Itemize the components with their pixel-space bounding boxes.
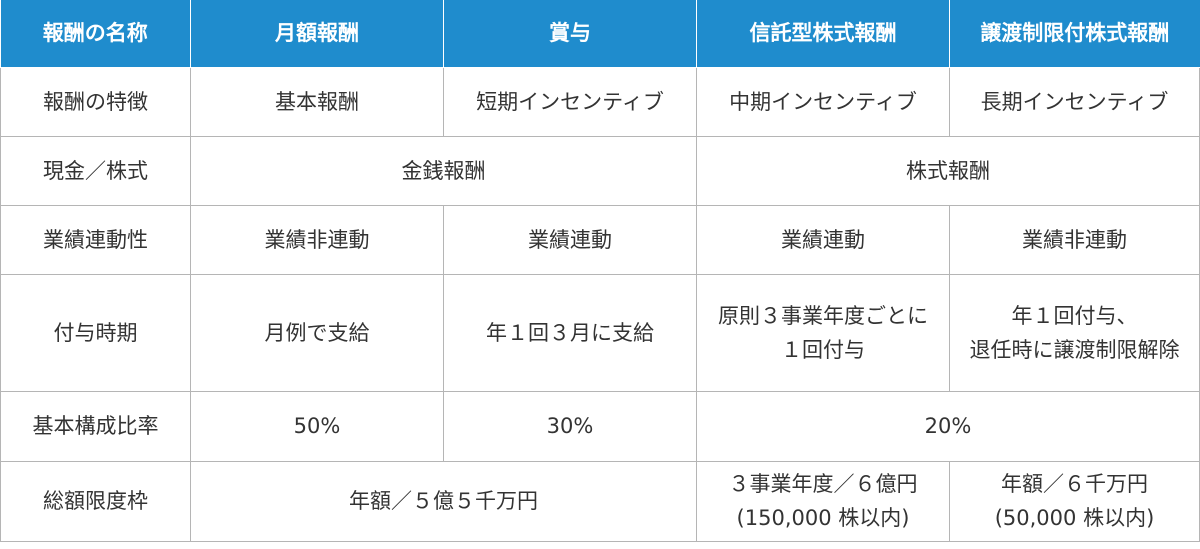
cell-timing-monthly: 月例で支給 bbox=[190, 273, 444, 392]
cell-feature-restricted: 長期インセンティブ bbox=[949, 66, 1200, 137]
cell-limit-restricted: 年額／６千万円 (50,000 株以内) bbox=[949, 460, 1200, 542]
cell-ratio-stock: 20% bbox=[696, 390, 1200, 462]
cell-performance-restricted: 業績非連動 bbox=[949, 204, 1200, 275]
cell-timing-trust-line1: 原則３事業年度ごとに bbox=[718, 303, 928, 328]
header-trust-stock-compensation: 信託型株式報酬 bbox=[696, 0, 950, 68]
cell-performance-bonus: 業績連動 bbox=[443, 204, 697, 275]
header-compensation-name: 報酬の名称 bbox=[0, 0, 191, 68]
header-restricted-stock-compensation: 譲渡制限付株式報酬 bbox=[949, 0, 1200, 68]
cell-limit-cash: 年額／５億５千万円 bbox=[190, 460, 697, 542]
cell-performance-monthly: 業績非連動 bbox=[190, 204, 444, 275]
cell-limit-restricted-line2: (50,000 株以内) bbox=[994, 506, 1155, 530]
row-feature: 報酬の特徴 基本報酬 短期インセンティブ 中期インセンティブ 長期インセンティブ bbox=[0, 66, 1200, 137]
header-bonus: 賞与 bbox=[443, 0, 697, 68]
cell-limit-trust-line2: (150,000 株以内) bbox=[736, 506, 910, 530]
cell-timing-bonus: 年１回３月に支給 bbox=[443, 273, 697, 392]
cell-feature-monthly: 基本報酬 bbox=[190, 66, 444, 137]
cell-feature-trust: 中期インセンティブ bbox=[696, 66, 950, 137]
row-label-ratio: 基本構成比率 bbox=[0, 390, 191, 462]
cell-feature-bonus: 短期インセンティブ bbox=[443, 66, 697, 137]
row-label-timing: 付与時期 bbox=[0, 273, 191, 392]
header-row: 報酬の名称 月額報酬 賞与 信託型株式報酬 譲渡制限付株式報酬 bbox=[0, 0, 1200, 68]
row-label-limit: 総額限度枠 bbox=[0, 460, 191, 542]
cell-ratio-monthly: 50% bbox=[190, 390, 444, 462]
cell-timing-trust-line2: １回付与 bbox=[781, 337, 865, 362]
row-label-type: 現金／株式 bbox=[0, 135, 191, 206]
cell-timing-trust: 原則３事業年度ごとに １回付与 bbox=[696, 273, 950, 392]
row-timing: 付与時期 月例で支給 年１回３月に支給 原則３事業年度ごとに １回付与 年１回付… bbox=[0, 273, 1200, 392]
cell-timing-restricted: 年１回付与、 退任時に譲渡制限解除 bbox=[949, 273, 1200, 392]
cell-limit-trust: ３事業年度／６億円 (150,000 株以内) bbox=[696, 460, 950, 542]
cell-limit-restricted-line1: 年額／６千万円 bbox=[1001, 472, 1148, 496]
cell-timing-restricted-line2: 退任時に譲渡制限解除 bbox=[969, 337, 1180, 362]
row-ratio: 基本構成比率 50% 30% 20% bbox=[0, 390, 1200, 462]
cell-performance-trust: 業績連動 bbox=[696, 204, 950, 275]
row-performance: 業績連動性 業績非連動 業績連動 業績連動 業績非連動 bbox=[0, 204, 1200, 275]
cell-type-stock: 株式報酬 bbox=[696, 135, 1200, 206]
row-label-performance: 業績連動性 bbox=[0, 204, 191, 275]
cell-timing-restricted-line1: 年１回付与、 bbox=[1011, 303, 1138, 328]
row-label-feature: 報酬の特徴 bbox=[0, 66, 191, 137]
cell-type-cash: 金銭報酬 bbox=[190, 135, 697, 206]
cell-limit-trust-line1: ３事業年度／６億円 bbox=[728, 472, 918, 496]
row-type: 現金／株式 金銭報酬 株式報酬 bbox=[0, 135, 1200, 206]
header-monthly-compensation: 月額報酬 bbox=[190, 0, 444, 68]
row-limit: 総額限度枠 年額／５億５千万円 ３事業年度／６億円 (150,000 株以内) … bbox=[0, 460, 1200, 542]
cell-ratio-bonus: 30% bbox=[443, 390, 697, 462]
